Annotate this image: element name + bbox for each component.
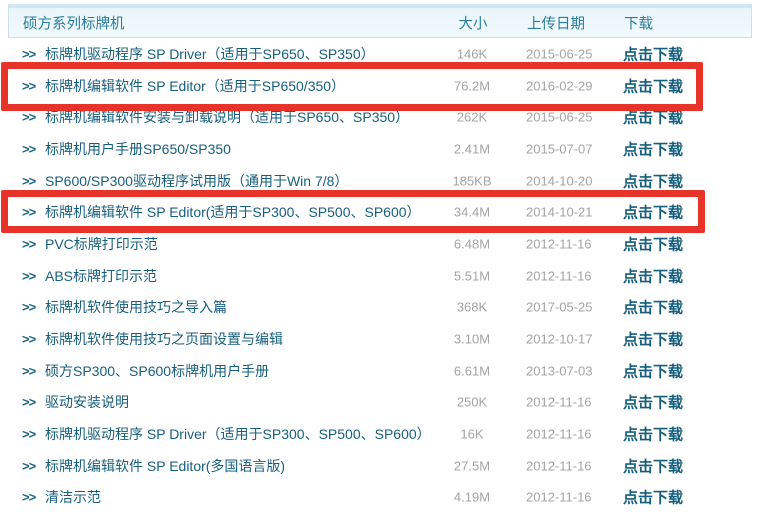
download-link[interactable]: 点击下载 (623, 489, 684, 507)
table-row: >> 标牌机编辑软件 SP Editor（适用于SP650/350） 76.2M… (0, 70, 763, 102)
double-chevron-icon: >> (22, 426, 36, 442)
column-header-product: 硕方系列标牌机 (23, 16, 125, 32)
table-row: >> 清洁示范 4.19M 2012-11-16 点击下载 (0, 482, 763, 514)
file-size: 185KB (452, 173, 492, 189)
download-list: >> 标牌机驱动程序 SP Driver（适用于SP650、SP350） 146… (0, 38, 763, 513)
file-size: 2.41M (453, 141, 491, 157)
table-header: 硕方系列标牌机 大小 上传日期 下载 (8, 4, 752, 38)
upload-date: 2015-07-07 (526, 141, 593, 157)
double-chevron-icon: >> (22, 46, 36, 62)
file-title-link[interactable]: 标牌机软件使用技巧之页面设置与编辑 (45, 331, 283, 348)
table-row: >> 驱动安装说明 250K 2012-11-16 点击下载 (0, 387, 763, 419)
double-chevron-icon: >> (22, 331, 36, 347)
file-title-link[interactable]: SP600/SP300驱动程序试用版（通用于Win 7/8） (45, 172, 349, 189)
double-chevron-icon: >> (22, 394, 36, 410)
file-title-link[interactable]: 标牌机编辑软件安装与卸载说明（适用于SP650、SP350） (45, 109, 410, 126)
file-size: 6.61M (453, 363, 491, 379)
file-title-link[interactable]: 驱动安装说明 (45, 394, 129, 411)
upload-date: 2015-06-25 (526, 46, 593, 62)
double-chevron-icon: >> (22, 363, 36, 379)
table-row: >> 标牌机用户手册SP650/SP350 2.41M 2015-07-07 点… (0, 133, 763, 165)
upload-date: 2012-11-16 (526, 268, 592, 284)
double-chevron-icon: >> (22, 299, 36, 315)
column-header-download: 下载 (624, 16, 653, 32)
file-size: 16K (460, 426, 484, 442)
file-size: 250K (456, 394, 488, 410)
double-chevron-icon: >> (22, 78, 36, 94)
download-link[interactable]: 点击下载 (623, 46, 684, 64)
table-row: >> 标牌机编辑软件 SP Editor(适用于SP300、SP500、SP60… (0, 196, 763, 228)
download-link[interactable]: 点击下载 (623, 141, 684, 159)
upload-date: 2016-02-29 (526, 78, 593, 94)
upload-date: 2014-10-20 (526, 173, 593, 189)
file-title-link[interactable]: 硕方SP300、SP600标牌机用户手册 (45, 362, 270, 379)
file-title-link[interactable]: 标牌机编辑软件 SP Editor(适用于SP300、SP500、SP600） (45, 204, 421, 221)
file-title-link[interactable]: 标牌机编辑软件 SP Editor(多国语言版) (45, 457, 286, 474)
double-chevron-icon: >> (22, 109, 36, 125)
download-link[interactable]: 点击下载 (623, 109, 684, 127)
double-chevron-icon: >> (22, 173, 36, 189)
table-row: >> 标牌机编辑软件 SP Editor(多国语言版) 27.5M 2012-1… (0, 450, 763, 482)
download-link[interactable]: 点击下载 (623, 78, 684, 96)
file-title-link[interactable]: PVC标牌打印示范 (45, 235, 158, 252)
table-row: >> 标牌机编辑软件安装与卸载说明（适用于SP650、SP350） 262K 2… (0, 101, 763, 133)
file-title-link[interactable]: 标牌机驱动程序 SP Driver（适用于SP300、SP500、SP600） (45, 426, 431, 443)
file-size: 76.2M (453, 78, 491, 94)
upload-date: 2013-07-03 (526, 363, 593, 379)
file-size: 262K (456, 109, 488, 125)
file-title-link[interactable]: 标牌机用户手册SP650/SP350 (45, 140, 231, 157)
download-link[interactable]: 点击下载 (623, 458, 684, 476)
upload-date: 2014-10-21 (526, 204, 593, 220)
download-link[interactable]: 点击下载 (623, 363, 684, 381)
upload-date: 2017-05-25 (526, 299, 593, 315)
download-link[interactable]: 点击下载 (623, 426, 684, 444)
upload-date: 2012-10-17 (526, 331, 593, 347)
upload-date: 2012-11-16 (526, 394, 592, 410)
column-header-upload-date: 上传日期 (527, 16, 585, 32)
download-link[interactable]: 点击下载 (623, 204, 684, 222)
file-size: 4.19M (453, 489, 491, 505)
file-size: 34.4M (453, 204, 491, 220)
upload-date: 2015-06-25 (526, 109, 593, 125)
table-row: >> ABS标牌打印示范 5.51M 2012-11-16 点击下载 (0, 260, 763, 292)
download-link[interactable]: 点击下载 (623, 331, 684, 349)
download-link[interactable]: 点击下载 (623, 236, 684, 254)
upload-date: 2012-11-16 (526, 236, 592, 252)
column-header-size: 大小 (458, 16, 488, 32)
double-chevron-icon: >> (22, 458, 36, 474)
double-chevron-icon: >> (22, 268, 36, 284)
file-size: 146K (456, 46, 488, 62)
table-row: >> SP600/SP300驱动程序试用版（通用于Win 7/8） 185KB … (0, 165, 763, 197)
table-row: >> 标牌机驱动程序 SP Driver（适用于SP650、SP350） 146… (0, 38, 763, 70)
file-title-link[interactable]: 标牌机软件使用技巧之导入篇 (45, 299, 227, 316)
table-row: >> PVC标牌打印示范 6.48M 2012-11-16 点击下载 (0, 228, 763, 260)
upload-date: 2012-11-16 (526, 489, 592, 505)
table-row: >> 硕方SP300、SP600标牌机用户手册 6.61M 2013-07-03… (0, 355, 763, 387)
download-link[interactable]: 点击下载 (623, 268, 684, 286)
table-row: >> 标牌机软件使用技巧之页面设置与编辑 3.10M 2012-10-17 点击… (0, 323, 763, 355)
download-link[interactable]: 点击下载 (623, 394, 684, 412)
upload-date: 2012-11-16 (526, 458, 592, 474)
file-title-link[interactable]: 标牌机驱动程序 SP Driver（适用于SP650、SP350） (45, 45, 375, 62)
file-title-link[interactable]: ABS标牌打印示范 (45, 267, 158, 284)
table-row: >> 标牌机软件使用技巧之导入篇 368K 2017-05-25 点击下载 (0, 292, 763, 324)
file-size: 27.5M (453, 458, 491, 474)
table-row: >> 标牌机驱动程序 SP Driver（适用于SP300、SP500、SP60… (0, 418, 763, 450)
file-title-link[interactable]: 标牌机编辑软件 SP Editor（适用于SP650/350） (45, 77, 346, 94)
upload-date: 2012-11-16 (526, 426, 592, 442)
double-chevron-icon: >> (22, 204, 36, 220)
double-chevron-icon: >> (22, 141, 36, 157)
file-size: 368K (456, 299, 488, 315)
file-title-link[interactable]: 清洁示范 (45, 489, 101, 506)
double-chevron-icon: >> (22, 489, 36, 505)
double-chevron-icon: >> (22, 236, 36, 252)
download-link[interactable]: 点击下载 (623, 299, 684, 317)
file-size: 6.48M (453, 236, 491, 252)
file-size: 3.10M (453, 331, 491, 347)
download-link[interactable]: 点击下载 (623, 173, 684, 191)
file-size: 5.51M (453, 268, 491, 284)
